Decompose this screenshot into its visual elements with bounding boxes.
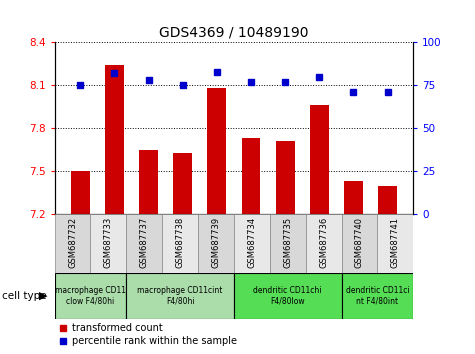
Bar — [378, 214, 413, 273]
Text: dendritic CD11chi
F4/80low: dendritic CD11chi F4/80low — [254, 286, 322, 305]
Text: GSM687737: GSM687737 — [140, 217, 149, 268]
Text: GSM687736: GSM687736 — [319, 217, 328, 268]
Text: GSM687740: GSM687740 — [355, 217, 364, 268]
Text: ▶: ▶ — [39, 291, 48, 301]
Legend: transformed count, percentile rank within the sample: transformed count, percentile rank withi… — [59, 324, 237, 346]
Bar — [198, 214, 234, 273]
Bar — [126, 273, 234, 319]
Text: GSM687733: GSM687733 — [104, 217, 113, 268]
Bar — [91, 214, 126, 273]
Bar — [306, 214, 342, 273]
Bar — [234, 214, 270, 273]
Bar — [310, 105, 329, 214]
Text: GSM687732: GSM687732 — [68, 217, 77, 268]
Text: GSM687738: GSM687738 — [176, 217, 185, 268]
Bar — [208, 88, 226, 214]
Text: GSM687734: GSM687734 — [247, 217, 257, 268]
Bar — [55, 214, 91, 273]
Bar — [162, 214, 198, 273]
Title: GDS4369 / 10489190: GDS4369 / 10489190 — [159, 26, 309, 40]
Bar — [378, 185, 397, 214]
Bar — [71, 171, 90, 214]
Bar — [344, 181, 363, 214]
Bar — [242, 138, 260, 214]
Bar — [173, 153, 192, 214]
Text: cell type: cell type — [2, 291, 47, 301]
Bar — [342, 273, 413, 319]
Bar — [126, 214, 162, 273]
Text: GSM687741: GSM687741 — [391, 217, 400, 268]
Text: dendritic CD11ci
nt F4/80int: dendritic CD11ci nt F4/80int — [346, 286, 409, 305]
Bar — [276, 141, 294, 214]
Text: macrophage CD11cint
F4/80hi: macrophage CD11cint F4/80hi — [137, 286, 223, 305]
Text: GSM687735: GSM687735 — [283, 217, 292, 268]
Bar — [139, 150, 158, 214]
Bar — [270, 214, 306, 273]
Text: macrophage CD11
clow F4/80hi: macrophage CD11 clow F4/80hi — [55, 286, 126, 305]
Bar — [234, 273, 342, 319]
Text: GSM687739: GSM687739 — [211, 217, 220, 268]
Bar — [342, 214, 378, 273]
Bar — [105, 65, 124, 214]
Bar — [55, 273, 126, 319]
